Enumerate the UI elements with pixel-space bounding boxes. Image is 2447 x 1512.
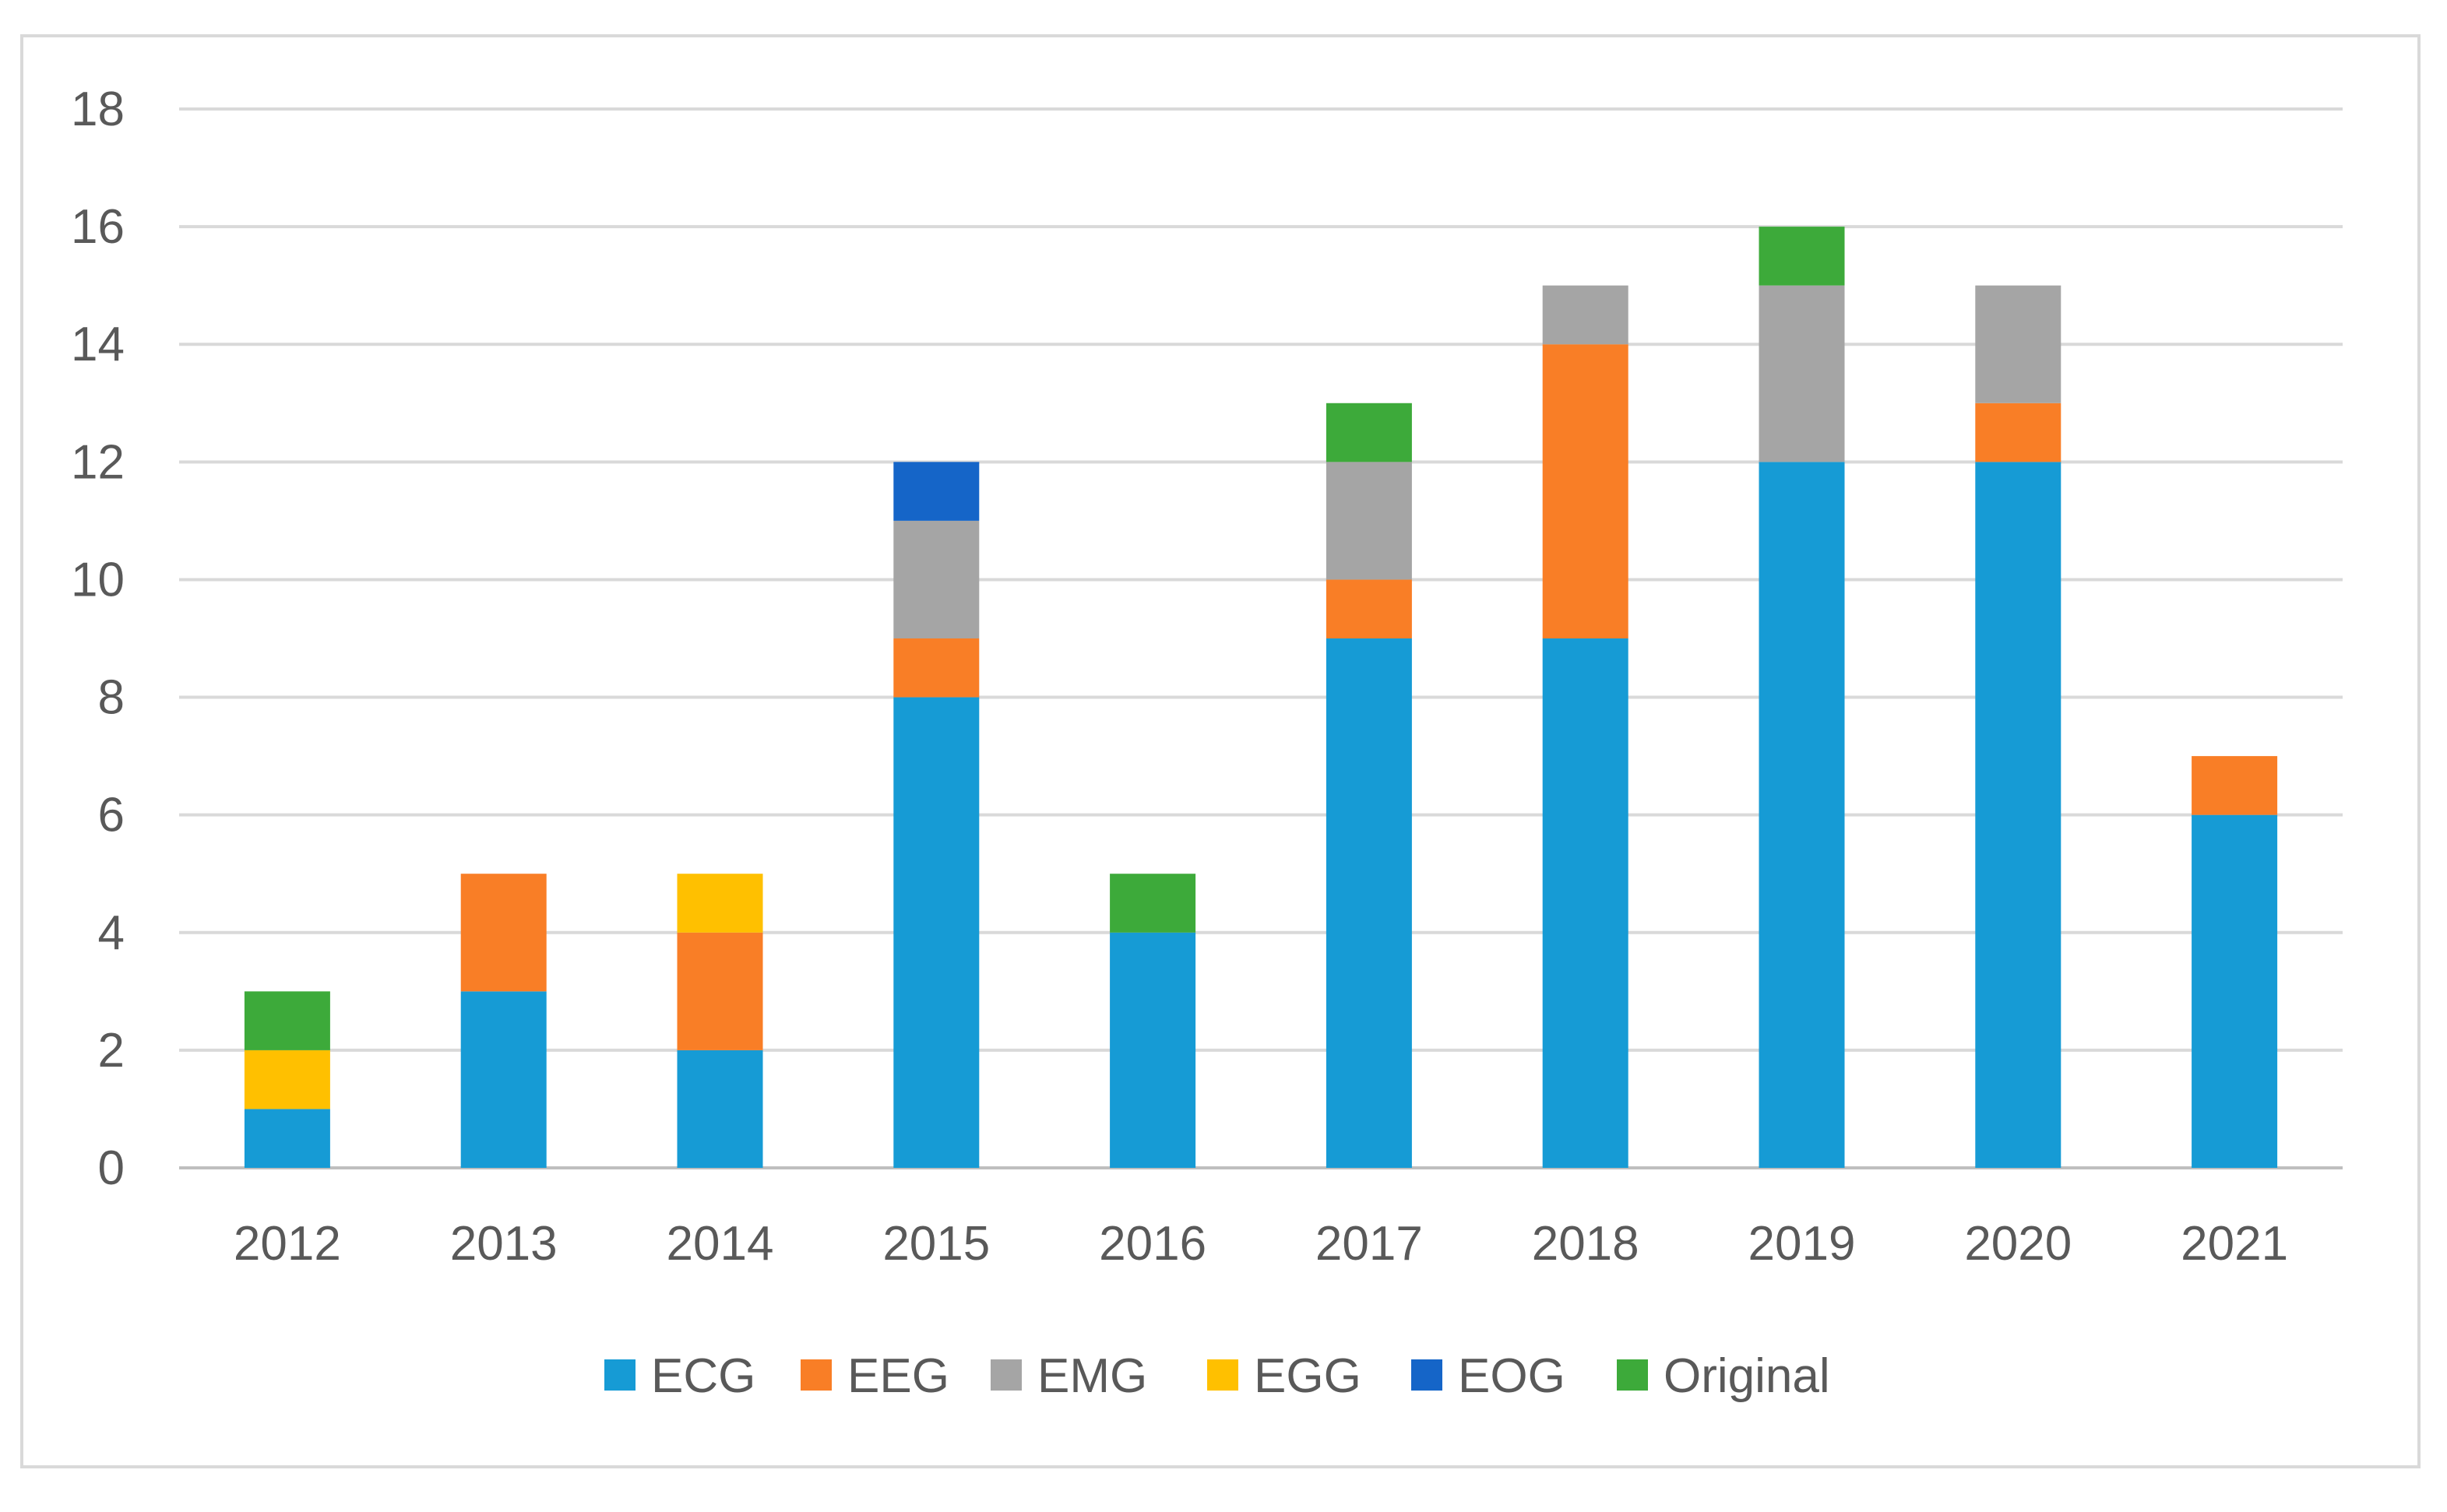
- legend-swatch-egg: [1207, 1359, 1238, 1391]
- legend-label: EMG: [1037, 1349, 1147, 1403]
- bar-eeg-2015: [893, 638, 980, 698]
- bar-ecg-2013: [460, 991, 547, 1168]
- y-tick-label: 0: [98, 1141, 125, 1195]
- legend-item-egg: EGG: [1207, 1349, 1361, 1403]
- legend-label: EOG: [1458, 1349, 1565, 1403]
- legend-item-eog: EOG: [1411, 1349, 1565, 1403]
- y-tick-label: 12: [71, 435, 125, 489]
- legend-swatch-emg: [991, 1359, 1022, 1391]
- bar-emg-2020: [1975, 285, 2061, 403]
- legend-swatch-eog: [1411, 1359, 1442, 1391]
- x-tick-label: 2018: [1532, 1217, 1639, 1271]
- y-axis-tick-labels: 0 2 4 6 8 10 12 14 16 18: [71, 83, 125, 1195]
- bar-eeg-2014: [677, 932, 763, 1050]
- legend-item-emg: EMG: [991, 1349, 1147, 1403]
- legend-swatch-ecg: [604, 1359, 636, 1391]
- y-tick-label: 10: [71, 553, 125, 607]
- bar-ecg-2018: [1542, 638, 1628, 1168]
- legend-item-ecg: ECG: [604, 1349, 755, 1403]
- bar-ecg-2012: [244, 1109, 330, 1168]
- x-axis-tick-labels: 2012 2013 2014 2015 2016 2017 2018 2019 2020 2021: [234, 1217, 2288, 1271]
- legend-item-eeg: EEG: [801, 1349, 949, 1403]
- legend-label: ECG: [651, 1349, 755, 1403]
- x-tick-label: 2021: [2181, 1217, 2288, 1271]
- y-tick-label: 14: [71, 318, 125, 371]
- bar-ecg-2016: [1110, 932, 1196, 1168]
- bar-ecg-2015: [893, 697, 980, 1168]
- bar-eeg-2013: [460, 874, 547, 992]
- legend-label: Original: [1664, 1349, 1830, 1403]
- bar-ecg-2017: [1326, 638, 1412, 1168]
- y-tick-label: 2: [98, 1024, 125, 1078]
- y-tick-label: 8: [98, 671, 125, 725]
- bar-ecg-2019: [1759, 462, 1845, 1168]
- bar-emg-2017: [1326, 462, 1412, 580]
- legend-swatch-original: [1617, 1359, 1648, 1391]
- x-tick-label: 2015: [882, 1217, 990, 1271]
- x-tick-label: 2014: [667, 1217, 774, 1271]
- x-tick-label: 2019: [1748, 1217, 1856, 1271]
- bar-original-2012: [244, 991, 330, 1050]
- bar-eeg-2020: [1975, 403, 2061, 462]
- legend-swatch-eeg: [801, 1359, 832, 1391]
- x-tick-label: 2013: [450, 1217, 558, 1271]
- bar-egg-2014: [677, 874, 763, 933]
- bar-eeg-2021: [2192, 756, 2278, 815]
- x-tick-label: 2012: [234, 1217, 341, 1271]
- legend: ECG EEG EMG EGG EOG Original: [604, 1349, 1830, 1403]
- bar-egg-2012: [244, 1050, 330, 1109]
- x-tick-label: 2020: [1964, 1217, 2072, 1271]
- bar-ecg-2014: [677, 1050, 763, 1168]
- y-tick-label: 4: [98, 906, 125, 960]
- bar-eeg-2017: [1326, 579, 1412, 638]
- bar-emg-2019: [1759, 285, 1845, 462]
- bar-original-2016: [1110, 874, 1196, 933]
- bar-ecg-2020: [1975, 462, 2061, 1168]
- y-tick-label: 6: [98, 789, 125, 842]
- y-tick-label: 18: [71, 83, 125, 136]
- x-tick-label: 2016: [1099, 1217, 1206, 1271]
- bar-eeg-2018: [1542, 344, 1628, 638]
- bar-original-2017: [1326, 403, 1412, 462]
- y-tick-label: 16: [71, 200, 125, 254]
- bar-emg-2015: [893, 520, 980, 638]
- bar-ecg-2021: [2192, 814, 2278, 1168]
- x-tick-label: 2017: [1315, 1217, 1423, 1271]
- bar-eog-2015: [893, 462, 980, 521]
- legend-label: EEG: [847, 1349, 949, 1403]
- legend-label: EGG: [1254, 1349, 1361, 1403]
- bar-emg-2018: [1542, 285, 1628, 345]
- legend-item-original: Original: [1617, 1349, 1830, 1403]
- bar-original-2019: [1759, 227, 1845, 286]
- bars: [244, 227, 2278, 1168]
